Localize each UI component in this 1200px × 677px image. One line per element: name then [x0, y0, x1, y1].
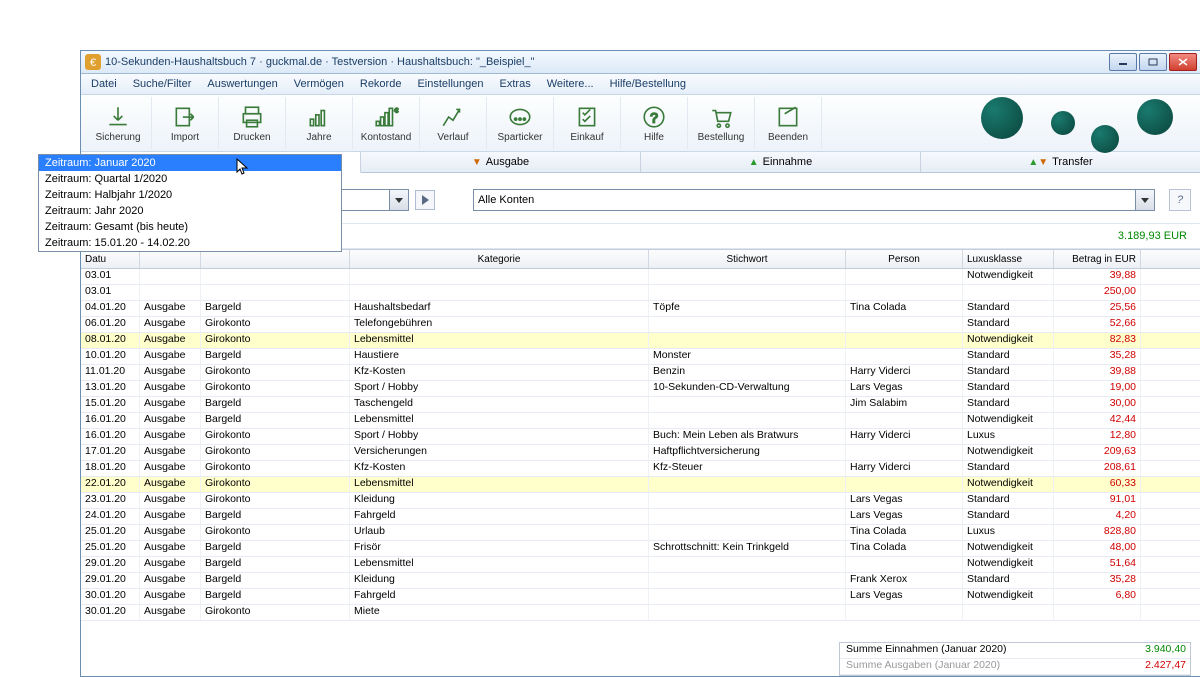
- toolbar-einkauf[interactable]: Einkauf: [554, 97, 621, 149]
- minimize-button[interactable]: [1109, 53, 1137, 71]
- next-period-button[interactable]: [415, 190, 435, 210]
- menu-suche[interactable]: Suche/Filter: [125, 75, 200, 93]
- grid-header: Datu Kategorie Stichwort Person Luxuskla…: [81, 249, 1200, 269]
- svg-text:?: ?: [650, 109, 658, 125]
- menu-datei[interactable]: Datei: [83, 75, 125, 93]
- svg-text:€: €: [395, 107, 399, 114]
- toolbar: Sicherung Import Drucken Jahre €Kontosta…: [81, 95, 1200, 152]
- table-row[interactable]: 24.01.20AusgabeBargeldFahrgeldLars Vegas…: [81, 509, 1200, 525]
- toolbar-verlauf[interactable]: Verlauf: [420, 97, 487, 149]
- titlebar: € 10-Sekunden-Haushaltsbuch 7 · guckmal.…: [81, 51, 1200, 74]
- toolbar-bestellung[interactable]: Bestellung: [688, 97, 755, 149]
- tab-einnahme[interactable]: ▲Einnahme: [641, 152, 921, 172]
- toolbar-beenden[interactable]: Beenden: [755, 97, 822, 149]
- help-button[interactable]: ?: [1169, 189, 1191, 211]
- svg-text:€: €: [90, 57, 96, 69]
- tab-transfer[interactable]: ▲▼Transfer: [921, 152, 1200, 172]
- close-button[interactable]: [1169, 53, 1197, 71]
- col-luxusklasse[interactable]: Luxusklasse: [963, 250, 1054, 268]
- footer-einnahmen-label: Summe Einnahmen (Januar 2020): [840, 643, 1116, 658]
- table-row[interactable]: 22.01.20AusgabeGirokontoLebensmittelNotw…: [81, 477, 1200, 493]
- dropdown-option[interactable]: Zeitraum: Januar 2020: [39, 155, 341, 171]
- table-row[interactable]: 04.01.20AusgabeBargeldHaushaltsbedarfTöp…: [81, 301, 1200, 317]
- table-row[interactable]: 08.01.20AusgabeGirokontoLebensmittelNotw…: [81, 333, 1200, 349]
- menu-auswertungen[interactable]: Auswertungen: [199, 75, 285, 93]
- table-row[interactable]: 16.01.20AusgabeGirokontoSport / HobbyBuc…: [81, 429, 1200, 445]
- menubar: Datei Suche/Filter Auswertungen Vermögen…: [81, 74, 1200, 95]
- table-row[interactable]: 29.01.20AusgabeBargeldKleidungFrank Xero…: [81, 573, 1200, 589]
- dropdown-option[interactable]: Zeitraum: Quartal 1/2020: [39, 171, 341, 187]
- footer-ausgaben-label: Summe Ausgaben (Januar 2020): [840, 659, 1116, 674]
- toolbar-sicherung[interactable]: Sicherung: [85, 97, 152, 149]
- down-arrow-icon: ▼: [472, 157, 482, 168]
- cursor-icon: [236, 158, 250, 176]
- table-row[interactable]: 30.01.20AusgabeBargeldFahrgeldLars Vegas…: [81, 589, 1200, 605]
- col-category[interactable]: Kategorie: [350, 250, 649, 268]
- account-combo-dropdown-button[interactable]: [1135, 190, 1154, 210]
- col-stichwort[interactable]: Stichwort: [649, 250, 846, 268]
- maximize-button[interactable]: [1139, 53, 1167, 71]
- footer-einnahmen-value: 3.940,40: [1116, 643, 1190, 658]
- menu-vermoegen[interactable]: Vermögen: [286, 75, 352, 93]
- table-row[interactable]: 16.01.20AusgabeBargeldLebensmittelNotwen…: [81, 413, 1200, 429]
- col-date[interactable]: Datu: [81, 250, 140, 268]
- toolbar-hilfe[interactable]: ?Hilfe: [621, 97, 688, 149]
- col-person[interactable]: Person: [846, 250, 963, 268]
- col-account[interactable]: [201, 250, 350, 268]
- footer-ausgaben-value: 2.427,47: [1116, 659, 1190, 674]
- table-row[interactable]: 10.01.20AusgabeBargeldHaustiereMonsterSt…: [81, 349, 1200, 365]
- app-icon: €: [85, 54, 101, 70]
- dropdown-option[interactable]: Zeitraum: Halbjahr 1/2020: [39, 187, 341, 203]
- table-row[interactable]: 30.01.20AusgabeGirokontoMiete: [81, 605, 1200, 621]
- grid-body: 03.01Notwendigkeit39,8803.01250,0004.01.…: [81, 269, 1200, 621]
- menu-extras[interactable]: Extras: [492, 75, 539, 93]
- menu-weitere[interactable]: Weitere...: [539, 75, 602, 93]
- dropdown-option[interactable]: Zeitraum: Gesamt (bis heute): [39, 219, 341, 235]
- app-window: € 10-Sekunden-Haushaltsbuch 7 · guckmal.…: [80, 50, 1200, 677]
- window-title: 10-Sekunden-Haushaltsbuch 7 · guckmal.de…: [105, 56, 1109, 68]
- tab-ausgabe[interactable]: ▼Ausgabe: [361, 152, 641, 172]
- table-row[interactable]: 29.01.20AusgabeBargeldLebensmittelNotwen…: [81, 557, 1200, 573]
- table-row[interactable]: 25.01.20AusgabeGirokontoUrlaubTina Colad…: [81, 525, 1200, 541]
- table-row[interactable]: 23.01.20AusgabeGirokontoKleidungLars Veg…: [81, 493, 1200, 509]
- table-row[interactable]: 25.01.20AusgabeBargeldFrisörSchrottschni…: [81, 541, 1200, 557]
- table-row[interactable]: 06.01.20AusgabeGirokontoTelefongebührenS…: [81, 317, 1200, 333]
- table-row[interactable]: 03.01250,00: [81, 285, 1200, 301]
- dropdown-option[interactable]: Zeitraum: Jahr 2020: [39, 203, 341, 219]
- col-type[interactable]: [140, 250, 201, 268]
- toolbar-import[interactable]: Import: [152, 97, 219, 149]
- menu-rekorde[interactable]: Rekorde: [352, 75, 410, 93]
- table-row[interactable]: 11.01.20AusgabeGirokontoKfz-KostenBenzin…: [81, 365, 1200, 381]
- transfer-icon: ▲▼: [1028, 157, 1048, 168]
- decorative-balls: [941, 95, 1200, 151]
- transactions-grid: Datu Kategorie Stichwort Person Luxuskla…: [81, 249, 1200, 621]
- toolbar-drucken[interactable]: Drucken: [219, 97, 286, 149]
- period-combo-dropdown-button[interactable]: [389, 190, 408, 210]
- toolbar-sparticker[interactable]: Sparticker: [487, 97, 554, 149]
- up-arrow-icon: ▲: [749, 157, 759, 168]
- toolbar-jahre[interactable]: Jahre: [286, 97, 353, 149]
- toolbar-kontostand[interactable]: €Kontostand: [353, 97, 420, 149]
- period-dropdown: Zeitraum: Januar 2020 Zeitraum: Quartal …: [38, 154, 342, 252]
- table-row[interactable]: 03.01Notwendigkeit39,88: [81, 269, 1200, 285]
- col-amount[interactable]: Betrag in EUR: [1054, 250, 1141, 268]
- table-row[interactable]: 13.01.20AusgabeGirokontoSport / Hobby10-…: [81, 381, 1200, 397]
- summary-footer: Summe Einnahmen (Januar 2020) 3.940,40 S…: [839, 642, 1191, 676]
- menu-einstellungen[interactable]: Einstellungen: [409, 75, 491, 93]
- table-row[interactable]: 15.01.20AusgabeBargeldTaschengeldJim Sal…: [81, 397, 1200, 413]
- total-amount: 3.189,93 EUR: [1118, 230, 1191, 242]
- dropdown-option[interactable]: Zeitraum: 15.01.20 - 14.02.20: [39, 235, 341, 251]
- table-row[interactable]: 17.01.20AusgabeGirokontoVersicherungenHa…: [81, 445, 1200, 461]
- account-combo[interactable]: Alle Konten: [473, 189, 1155, 211]
- table-row[interactable]: 18.01.20AusgabeGirokontoKfz-KostenKfz-St…: [81, 461, 1200, 477]
- menu-hilfe[interactable]: Hilfe/Bestellung: [602, 75, 694, 93]
